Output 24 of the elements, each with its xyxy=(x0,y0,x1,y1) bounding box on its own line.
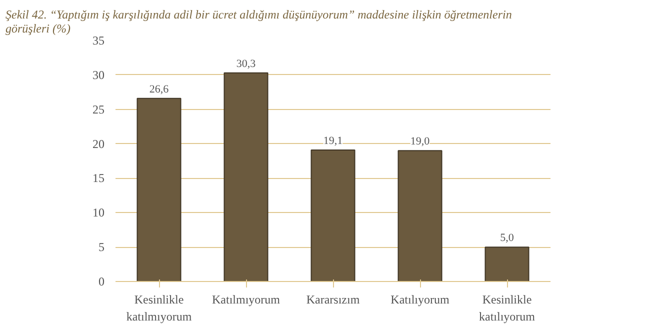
bar xyxy=(224,72,268,282)
data-label: 19,0 xyxy=(410,136,430,148)
y-tick-label: 35 xyxy=(92,34,104,48)
data-label: 19,1 xyxy=(323,134,343,147)
y-tick-label: 10 xyxy=(92,206,104,220)
data-label: 5,0 xyxy=(500,232,514,244)
y-tick-label: 15 xyxy=(92,171,104,186)
bar xyxy=(136,98,182,282)
chart-title: Şekil 42. “Yaptığım iş karşılığında adil bir ücret aldığımı düşünüyorum” maddesine ilişkin öğretmenlerin görüşleri (%) xyxy=(6,8,512,36)
x-tick-label: Kesinlikle katılıyorum xyxy=(479,292,536,324)
x-tick-label: Katılıyorum xyxy=(390,292,450,306)
x-tick-label: Katılmıyorum xyxy=(212,292,281,306)
x-tick-label: Kararsızım xyxy=(306,292,360,306)
y-tick-label: 30 xyxy=(92,68,104,82)
data-label: 26,6 xyxy=(149,83,170,96)
bar xyxy=(484,246,530,282)
data-label: 30,3 xyxy=(236,58,256,70)
y-tick-label: 0 xyxy=(98,274,104,288)
bar xyxy=(398,150,442,282)
y-tick-label: 20 xyxy=(92,136,104,151)
x-tick-label: Kesinlikle katılmıyorum xyxy=(126,292,192,324)
bar xyxy=(310,149,356,282)
y-tick-label: 25 xyxy=(92,102,104,116)
y-tick-label: 5 xyxy=(98,240,104,254)
